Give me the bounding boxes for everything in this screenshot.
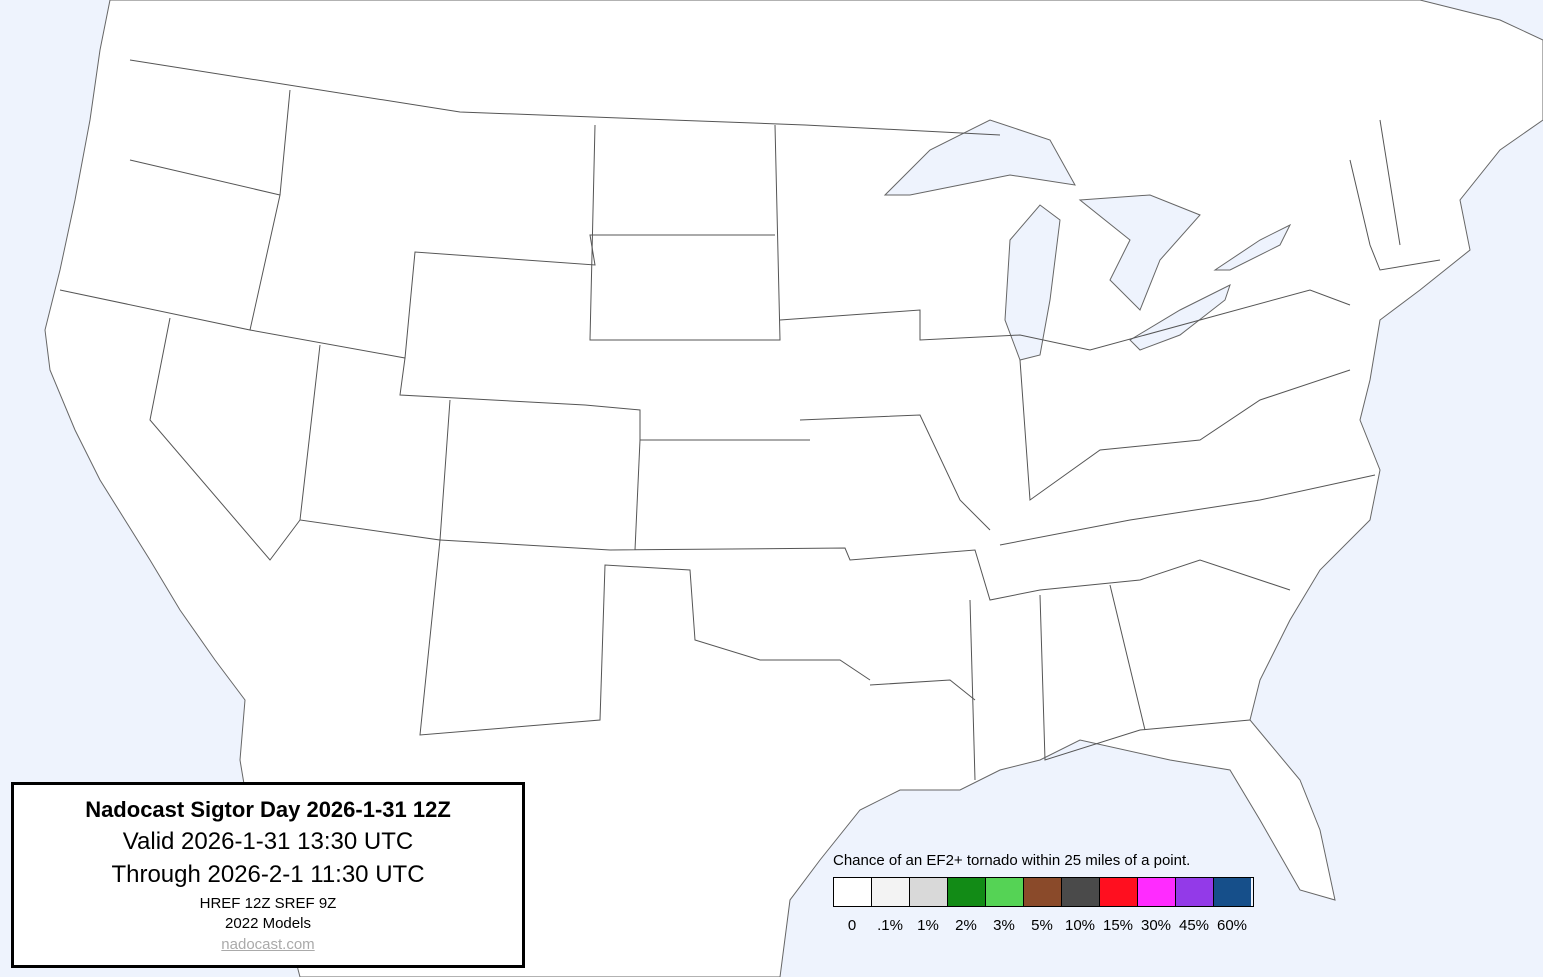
legend-swatch [948, 878, 986, 906]
legend-label: 2% [955, 917, 977, 934]
legend-label: 15% [1102, 917, 1134, 934]
valid-time: Valid 2026-1-31 13:30 UTC [122, 828, 414, 855]
legend-swatch [1138, 878, 1176, 906]
model-runs: HREF 12Z SREF 9Z [199, 895, 337, 912]
model-version: 2022 Models [225, 915, 311, 932]
legend-label: 45% [1178, 917, 1210, 934]
legend-label: 30% [1140, 917, 1172, 934]
legend-swatch [834, 878, 872, 906]
legend-swatch [1176, 878, 1214, 906]
legend-swatch [872, 878, 910, 906]
legend-swatch [1214, 878, 1251, 906]
legend-label: 0 [847, 917, 857, 934]
legend-label: .1% [877, 917, 903, 934]
legend-swatch [1024, 878, 1062, 906]
state-borders [59, 59, 1441, 781]
nadocast-link[interactable]: nadocast.com [221, 936, 315, 953]
forecast-info-box: Nadocast Sigtor Day 2026-1-31 12Z Valid … [11, 782, 525, 968]
legend-title: Chance of an EF2+ tornado within 25 mile… [833, 852, 1191, 869]
legend-label: 60% [1216, 917, 1248, 934]
legend-labels: 0 .1% 1% 2% 3% 5% 10% 15% 30% 45% 60% [833, 917, 1254, 934]
legend-swatch [1100, 878, 1138, 906]
legend-label: 5% [1031, 917, 1053, 934]
great-lakes [883, 119, 1292, 361]
legend-label: 10% [1064, 917, 1096, 934]
legend-label: 1% [917, 917, 939, 934]
through-time: Through 2026-2-1 11:30 UTC [111, 861, 425, 888]
probability-legend: Chance of an EF2+ tornado within 25 mile… [833, 852, 1254, 934]
legend-swatch [1062, 878, 1100, 906]
legend-swatch [986, 878, 1024, 906]
legend-swatch [910, 878, 948, 906]
legend-label: 3% [993, 917, 1015, 934]
forecast-title: Nadocast Sigtor Day 2026-1-31 12Z [85, 797, 451, 822]
legend-swatches [833, 877, 1254, 907]
